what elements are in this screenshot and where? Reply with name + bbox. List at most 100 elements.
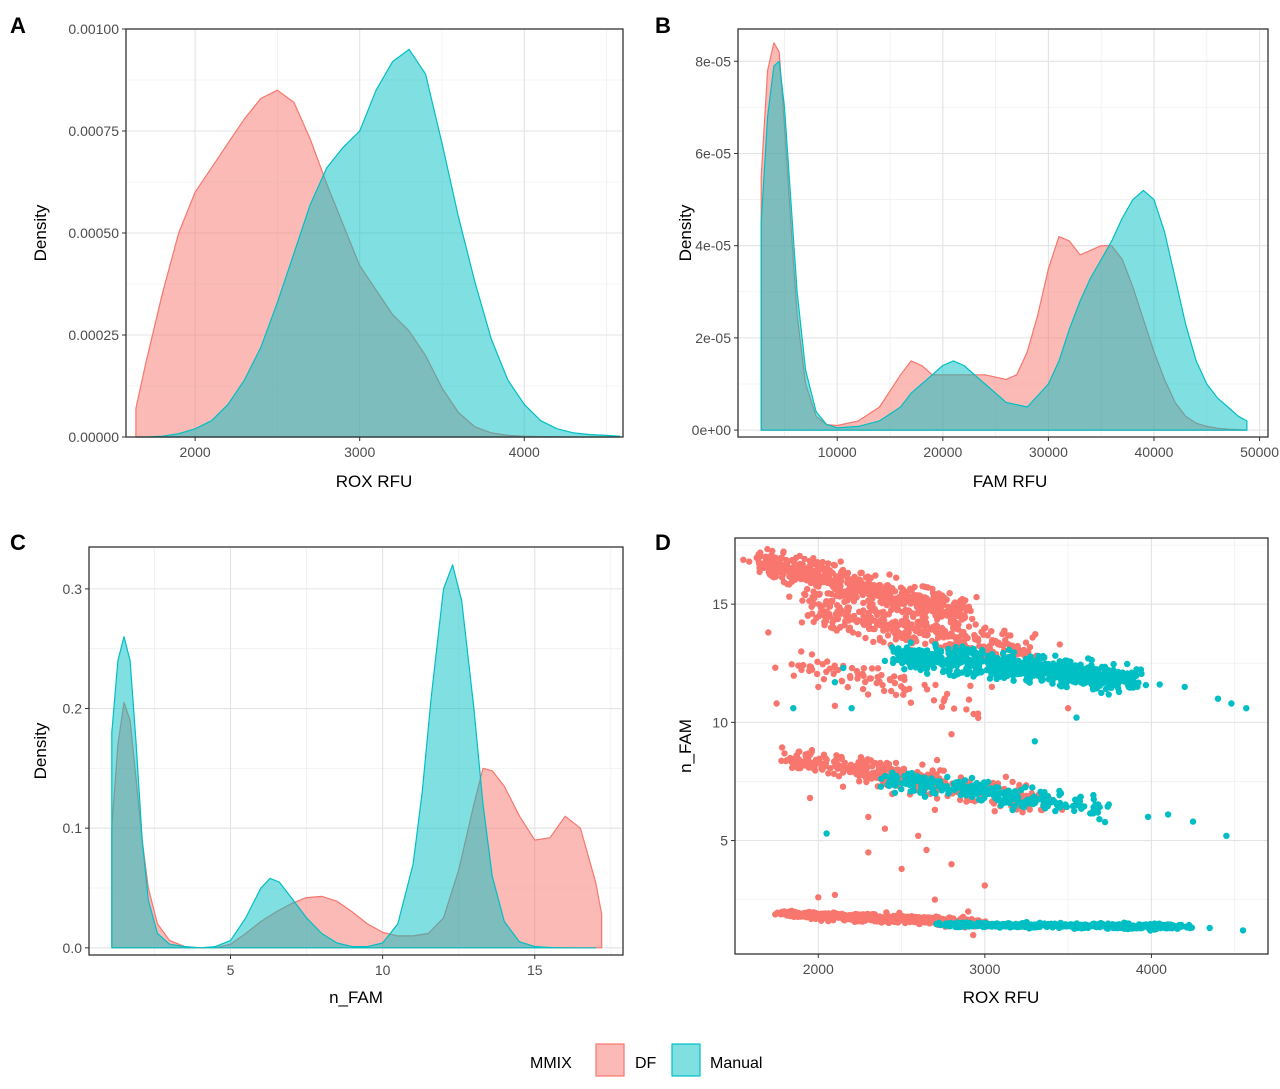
point-manual: [1089, 686, 1097, 693]
point-df: [835, 773, 843, 780]
point-manual: [881, 657, 889, 665]
panel-c: C 5 10 15 0.0 0.1 0.2 0.3 n_FAM Density: [10, 530, 624, 1007]
point-df: [848, 664, 856, 672]
point-df: [860, 672, 867, 679]
point-df: [791, 760, 798, 767]
point-manual: [1098, 689, 1105, 696]
point-manual: [1085, 678, 1093, 685]
point-df: [837, 558, 844, 565]
point-manual: [1049, 680, 1056, 687]
point-manual: [928, 775, 935, 782]
point-df: [981, 882, 988, 889]
point-manual: [1044, 792, 1052, 800]
panel-a: A 2000 3000 4000 0.00000 0.00025 0.00050 0.00…: [10, 13, 624, 491]
point-manual: [1011, 803, 1018, 810]
point-manual: [1151, 924, 1159, 931]
point-df: [914, 604, 922, 612]
point-manual: [1030, 796, 1038, 804]
point-manual: [995, 784, 1002, 791]
point-df: [880, 687, 888, 695]
point-df: [975, 714, 982, 722]
point-manual: [1058, 683, 1065, 690]
point-df: [898, 865, 905, 873]
point-df: [847, 578, 855, 585]
point-df: [854, 767, 861, 774]
point-df: [956, 796, 964, 804]
point-manual: [990, 789, 997, 797]
point-df: [950, 601, 957, 608]
point-manual: [997, 670, 1004, 678]
point-manual: [1052, 652, 1059, 659]
point-df: [788, 566, 795, 573]
point-manual: [924, 670, 931, 677]
point-manual: [1090, 796, 1098, 803]
point-df: [972, 621, 979, 628]
point-df: [932, 599, 939, 606]
point-df: [790, 557, 797, 564]
point-df: [798, 648, 805, 655]
point-df: [832, 573, 840, 580]
point-manual: [983, 666, 990, 674]
point-manual: [1116, 670, 1123, 677]
point-df: [888, 687, 895, 695]
point-df: [796, 552, 803, 560]
point-df: [960, 598, 967, 606]
panel-b: B 10000 20000 30000 40000 50000 0e+00 2e-05 4e…: [655, 13, 1279, 491]
point-df: [798, 619, 806, 626]
point-manual: [887, 778, 894, 785]
point-df: [884, 632, 892, 639]
point-manual: [1010, 677, 1017, 684]
point-df: [955, 621, 962, 628]
point-df: [833, 758, 840, 765]
point-manual: [978, 921, 985, 928]
point-df: [788, 661, 795, 668]
x-tick-label: 10: [375, 962, 391, 978]
point-df: [822, 762, 829, 770]
point-manual: [1090, 809, 1097, 817]
point-manual: [937, 921, 944, 929]
point-df: [911, 583, 918, 591]
point-df: [746, 558, 753, 565]
point-manual: [964, 646, 971, 653]
point-df: [885, 760, 893, 768]
x-tick-label: 3000: [344, 444, 375, 460]
point-df: [844, 683, 851, 691]
point-df: [893, 606, 901, 614]
point-df: [903, 624, 910, 631]
point-df: [946, 608, 953, 615]
point-df: [825, 610, 833, 617]
point-manual: [1181, 683, 1188, 691]
point-df: [795, 755, 802, 763]
point-df: [853, 580, 860, 587]
point-df: [769, 547, 776, 555]
point-df: [899, 585, 906, 593]
y-tick-label: 0.00000: [68, 429, 119, 445]
point-df: [860, 599, 867, 607]
point-manual: [893, 780, 900, 787]
point-manual: [928, 661, 936, 668]
point-manual: [944, 773, 951, 781]
point-manual: [889, 659, 897, 666]
point-df: [963, 605, 970, 612]
point-manual: [909, 782, 917, 790]
point-df: [900, 765, 908, 772]
point-manual: [977, 650, 985, 657]
point-df: [821, 568, 829, 575]
point-manual: [1044, 669, 1051, 676]
point-manual: [943, 783, 950, 790]
point-df: [943, 690, 951, 698]
point-manual: [1135, 679, 1142, 686]
point-df: [907, 600, 914, 607]
point-df: [939, 624, 946, 632]
panel-c-y-title: Density: [31, 722, 50, 779]
point-df: [930, 697, 938, 704]
point-df: [886, 596, 893, 603]
point-df: [842, 618, 849, 625]
point-manual: [1066, 677, 1073, 684]
point-df: [765, 562, 772, 570]
point-manual: [1039, 663, 1046, 671]
y-tick-label: 0.1: [63, 820, 83, 836]
point-manual: [927, 654, 934, 661]
point-df: [933, 795, 941, 802]
point-df: [839, 783, 847, 790]
